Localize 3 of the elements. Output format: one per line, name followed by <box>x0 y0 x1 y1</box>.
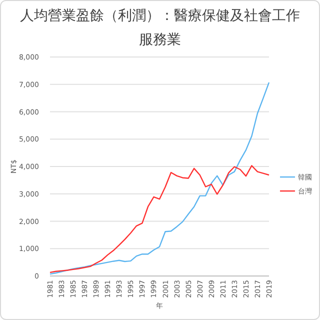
line-series <box>49 165 270 274</box>
line-series <box>49 82 270 275</box>
chart-title: 人均營業盈餘（利潤）：醫療保健及社會工作服務業 <box>20 7 300 50</box>
